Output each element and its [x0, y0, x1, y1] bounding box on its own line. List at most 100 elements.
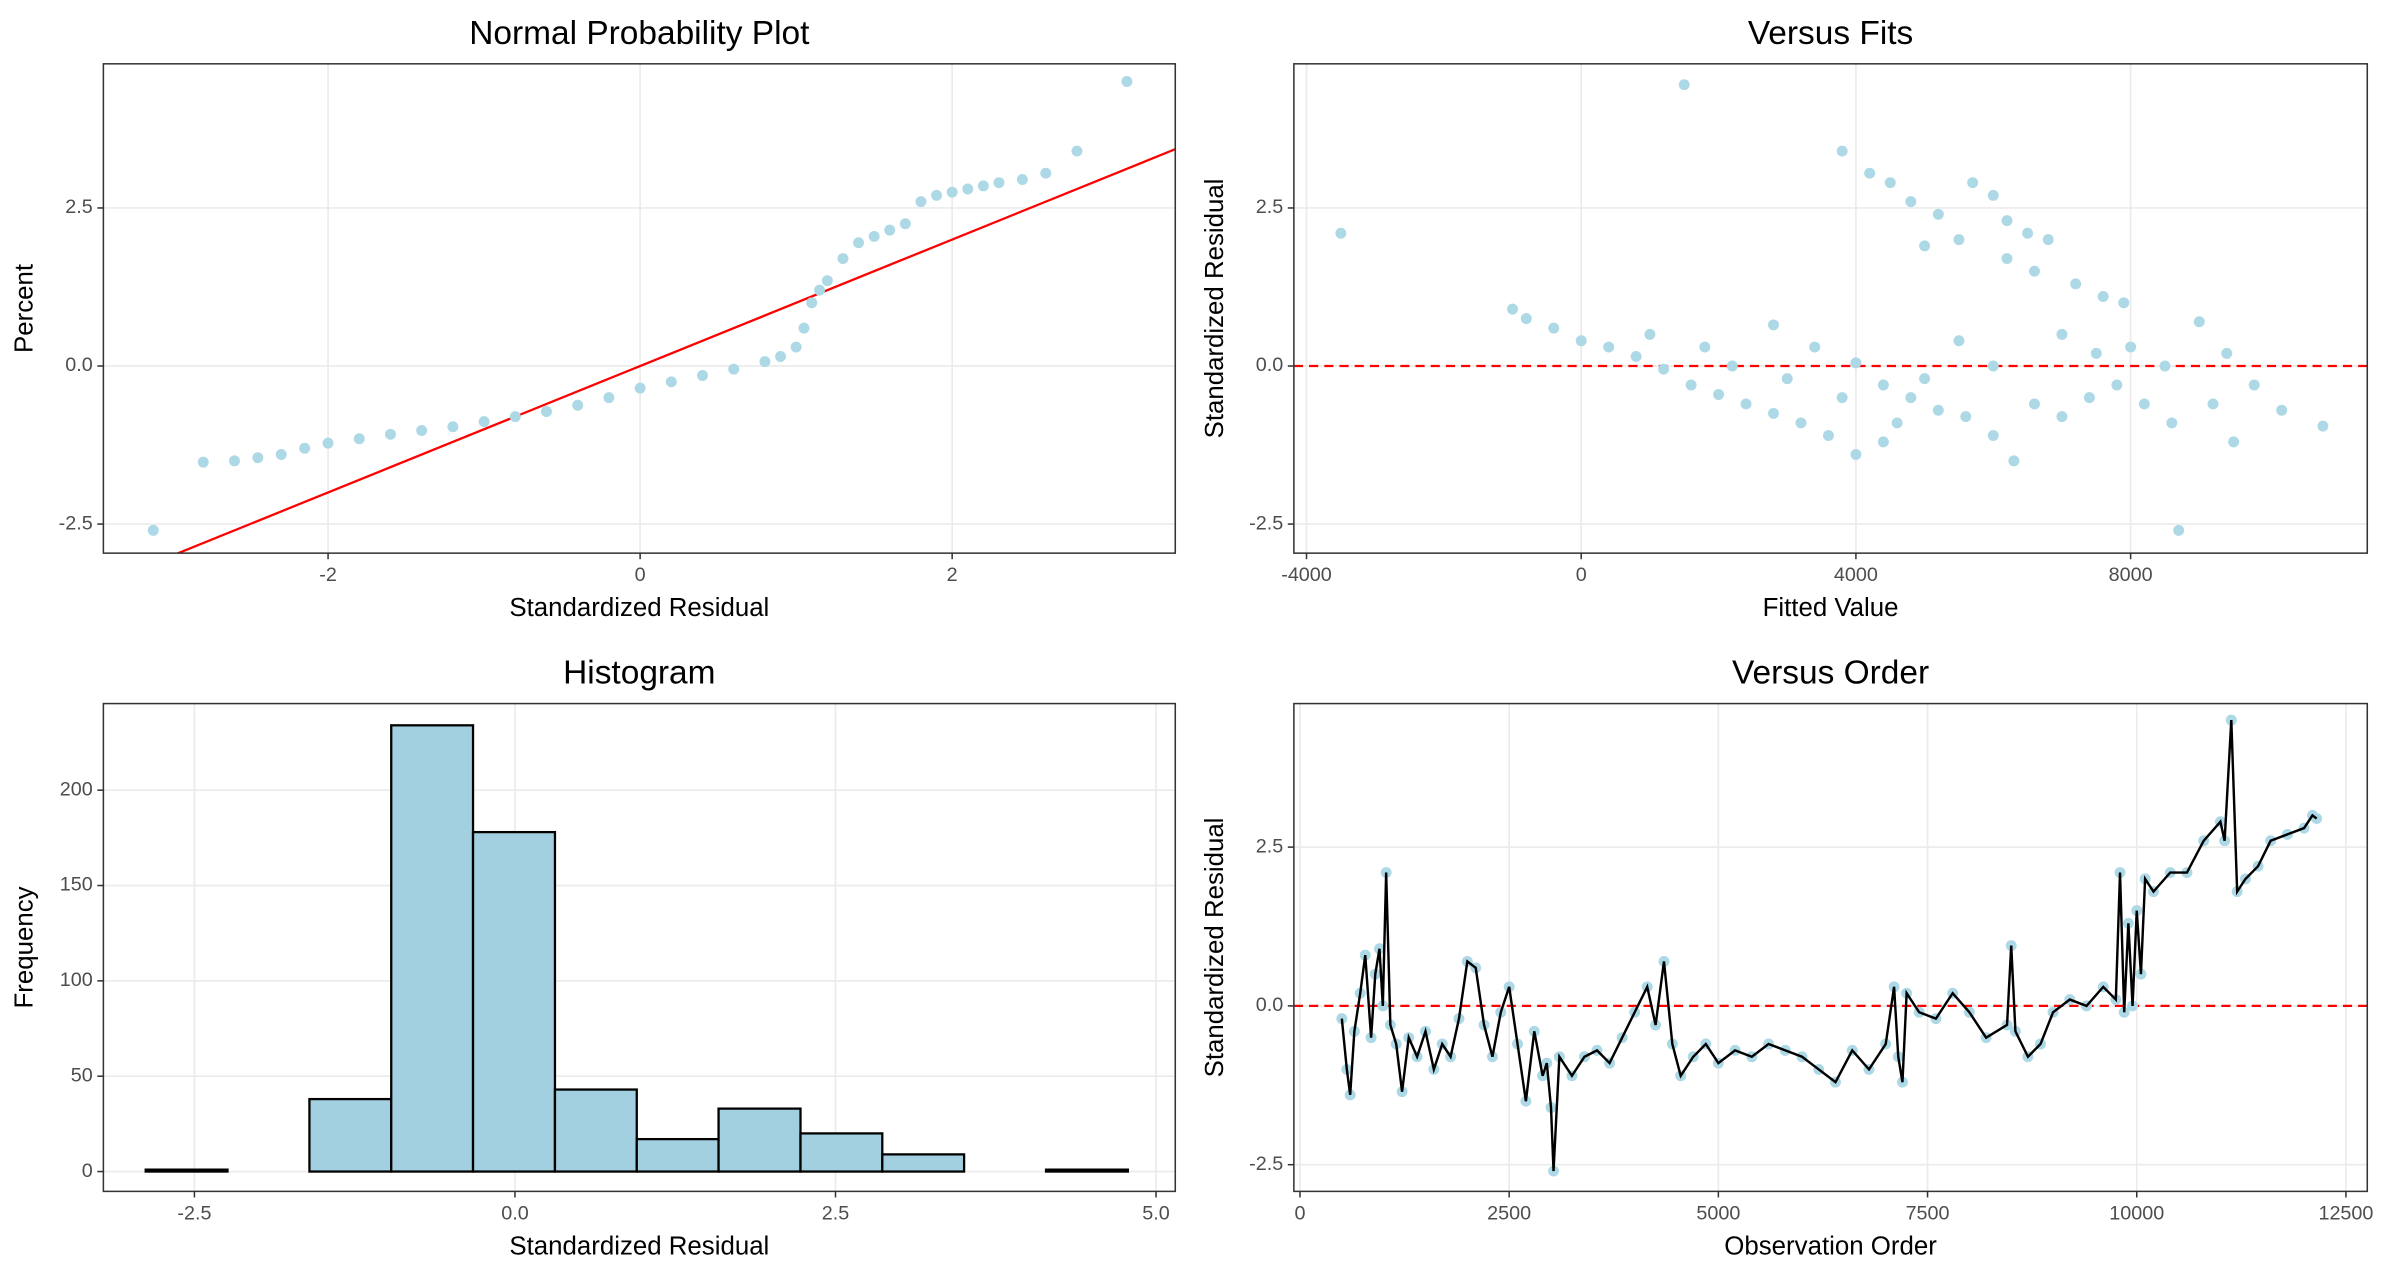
point	[697, 370, 708, 381]
bar	[635, 1137, 720, 1173]
point	[759, 356, 771, 368]
point	[1932, 404, 1944, 416]
point	[1644, 328, 1656, 340]
point	[1919, 373, 1931, 385]
point	[790, 341, 802, 353]
bar	[881, 1153, 966, 1173]
point	[509, 411, 521, 423]
point	[1795, 417, 1807, 429]
point	[1884, 177, 1896, 189]
point	[1685, 379, 1697, 391]
y-tick-label: 2.5	[1256, 835, 1283, 857]
bar	[1044, 1168, 1129, 1173]
point	[1987, 430, 1999, 442]
point	[1919, 240, 1931, 252]
y-axis-label: Standardized Residual	[1201, 818, 1229, 1078]
point	[1850, 449, 1862, 460]
point	[299, 442, 311, 454]
x-axis-label: Observation Order	[1724, 1232, 1937, 1260]
point	[1658, 363, 1670, 375]
point	[946, 186, 958, 198]
y-tick-label: 2.5	[1256, 196, 1283, 218]
point	[1603, 341, 1615, 353]
panel: -4000 0 4000 8000 -2.5 0.0 2.5 Versus Fits Fitte…	[1201, 15, 2369, 622]
y-axis-label: Frequency	[11, 886, 39, 1008]
bar	[390, 724, 475, 1173]
point	[1932, 208, 1944, 220]
point	[1781, 373, 1793, 385]
point	[1520, 313, 1532, 325]
chart-title: Versus Fits	[1748, 15, 1913, 52]
point	[541, 406, 552, 418]
point	[977, 180, 989, 192]
point	[899, 218, 911, 230]
point	[2228, 436, 2240, 448]
panel: -2 0 2 -2.5 0.0 2.5 Normal Probability Plot Sta…	[11, 15, 1177, 622]
point	[853, 237, 865, 249]
point	[2042, 234, 2054, 246]
x-tick-label: 8000	[2109, 564, 2153, 586]
point	[884, 224, 896, 236]
point	[1507, 303, 1519, 315]
point	[993, 177, 1005, 189]
line	[1340, 720, 2318, 1172]
x-tick-label: 5000	[1696, 1202, 1740, 1224]
point	[806, 297, 818, 309]
panel: -2.5 0.0 2.5 5.0 0 50 100 150 200 Histogram Standa…	[11, 655, 1177, 1260]
point	[252, 452, 264, 464]
point	[1836, 392, 1848, 404]
point	[1822, 430, 1834, 442]
point	[2118, 297, 2130, 309]
point	[2276, 404, 2288, 416]
y-tick-label: 0.0	[1256, 354, 1283, 376]
bar	[717, 1107, 802, 1173]
point	[868, 230, 880, 242]
point	[1016, 174, 1028, 185]
x-tick-label: -2.5	[177, 1202, 211, 1224]
point	[1768, 407, 1779, 419]
point	[1891, 417, 1903, 429]
point	[2166, 417, 2178, 429]
point	[197, 456, 209, 468]
x-tick-label: 7500	[1906, 1202, 1950, 1224]
point	[2173, 524, 2185, 536]
x-tick-label: 2.5	[822, 1202, 849, 1224]
point	[2056, 328, 2068, 340]
x-axis-label: Standardized Residual	[509, 594, 769, 622]
point	[915, 196, 927, 208]
plot-area	[1293, 79, 2368, 536]
y-tick-label: 100	[60, 969, 93, 991]
point	[2125, 341, 2137, 353]
y-tick-label: 150	[60, 874, 93, 896]
point	[2111, 379, 2123, 391]
y-tick-label: -2.5	[59, 512, 93, 534]
x-tick-label: 2	[947, 564, 958, 586]
point	[775, 351, 787, 363]
y-tick-label: 50	[71, 1064, 93, 1086]
point	[931, 189, 943, 201]
point	[416, 425, 428, 436]
point	[1121, 76, 1133, 87]
point	[2248, 379, 2260, 391]
y-axis-label: Standardized Residual	[1201, 179, 1229, 439]
point	[572, 399, 584, 411]
point	[2193, 316, 2205, 328]
point	[962, 183, 974, 195]
point	[1836, 145, 1848, 157]
y-tick-label: 2.5	[65, 196, 92, 218]
x-tick-label: 10000	[2109, 1202, 2164, 1224]
point	[1967, 177, 1979, 189]
bar	[799, 1132, 884, 1173]
plot-area	[1293, 714, 2368, 1177]
point	[2317, 420, 2329, 432]
point	[2008, 455, 2020, 467]
point	[1960, 411, 1972, 423]
point	[2070, 278, 2082, 290]
point	[1040, 167, 1052, 179]
point	[2001, 253, 2013, 265]
point	[1953, 335, 1965, 347]
plot-background	[103, 703, 1176, 1192]
y-tick-label: -2.5	[1249, 512, 1283, 534]
